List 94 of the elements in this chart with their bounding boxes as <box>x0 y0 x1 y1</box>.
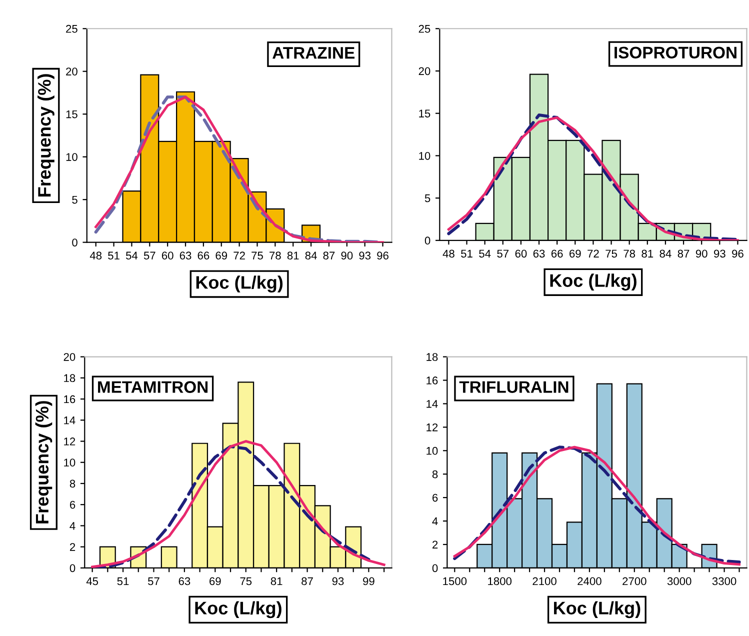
y-tick-label: 25 <box>66 24 78 33</box>
x-tick-label: 87 <box>302 577 313 586</box>
x-tick-label: 57 <box>497 250 509 258</box>
x-tick-label: 87 <box>323 252 335 260</box>
y-tick-label: 8 <box>70 480 76 488</box>
x-tick-label: 93 <box>359 252 371 260</box>
x-tick-label: 72 <box>588 250 599 258</box>
x-tick-label: 99 <box>363 577 374 586</box>
y-tick-label: 20 <box>64 353 76 361</box>
x-tick-label: 63 <box>180 252 192 260</box>
x-tick-label: 48 <box>442 250 454 258</box>
x-tick-label: 45 <box>86 577 98 586</box>
x-tick-label: 66 <box>198 252 210 260</box>
x-tick-label: 84 <box>660 250 672 258</box>
y-tick-label: 6 <box>432 494 438 502</box>
x-tick-label: 84 <box>305 252 317 260</box>
x-tick-label: 1500 <box>443 577 467 586</box>
x-tick-label: 90 <box>696 250 708 258</box>
x-tick-label: 3300 <box>712 577 736 586</box>
x-tick-label: 63 <box>178 577 190 586</box>
x-tick-label: 75 <box>240 577 252 586</box>
x-tick-label: 93 <box>714 250 726 258</box>
x-tick-label: 81 <box>270 577 282 586</box>
x-tick-label: 51 <box>117 577 129 586</box>
x-tick-label: 51 <box>108 252 120 260</box>
y-tick-label: 5 <box>72 196 78 204</box>
text: METAMITRON <box>98 381 208 393</box>
y-tick-label: 0 <box>72 238 78 246</box>
text: TRIFLURALIN <box>459 381 568 393</box>
y-tick-label: 5 <box>424 194 430 202</box>
x-tick-label: 93 <box>332 577 344 586</box>
y-tick-label: 14 <box>64 416 76 424</box>
x-tick-label: 54 <box>479 250 491 258</box>
y-tick-label: 20 <box>66 68 78 76</box>
x-tick-label: 48 <box>90 252 102 260</box>
x-axis-title: Koc (L/kg) <box>554 601 640 618</box>
y-axis-title: Frequency (%) <box>38 74 54 196</box>
x-tick-label: 72 <box>234 252 245 260</box>
x-tick-label: 60 <box>162 252 174 260</box>
y-tick-label: 20 <box>418 67 430 76</box>
y-tick-label: 15 <box>66 110 78 118</box>
x-tick-label: 57 <box>144 252 156 260</box>
x-tick-label: 69 <box>570 250 581 258</box>
y-tick-label: 14 <box>426 400 438 408</box>
x-tick-label: 96 <box>732 250 744 258</box>
y-tick-label: 18 <box>64 374 76 382</box>
y-tick-label: 10 <box>419 152 430 160</box>
x-tick-label: 57 <box>148 577 160 586</box>
x-tick-label: 1800 <box>488 577 512 586</box>
x-tick-label: 87 <box>678 250 690 258</box>
y-tick-label: 18 <box>426 353 438 361</box>
x-tick-label: 66 <box>551 250 563 258</box>
x-tick-label: 75 <box>252 252 263 260</box>
y-tick-label: 6 <box>70 500 76 509</box>
y-tick-label: 2 <box>70 543 76 551</box>
x-axis-title: Koc (L/kg) <box>195 601 282 618</box>
x-tick-label: 60 <box>515 250 527 258</box>
x-tick-label: 78 <box>270 252 281 260</box>
y-tick-label: 8 <box>432 470 438 478</box>
y-tick-label: 10 <box>64 458 76 467</box>
y-tick-label: 15 <box>419 110 430 118</box>
text: ISOPROTURON <box>614 46 736 59</box>
y-tick-label: 16 <box>64 395 76 404</box>
x-tick-label: 2400 <box>578 577 602 586</box>
x-tick-label: 81 <box>642 250 654 258</box>
x-tick-label: 63 <box>533 250 545 258</box>
y-tick-label: 25 <box>418 24 430 33</box>
y-tick-label: 0 <box>432 564 438 572</box>
x-tick-label: 78 <box>624 250 636 258</box>
x-axis-title: Koc (L/kg) <box>196 276 283 292</box>
y-tick-label: 0 <box>424 236 430 245</box>
x-tick-label: 96 <box>377 252 388 260</box>
x-tick-label: 81 <box>287 252 299 260</box>
y-tick-label: 16 <box>426 376 438 384</box>
x-tick-label: 54 <box>126 252 138 260</box>
x-tick-label: 69 <box>216 252 228 260</box>
y-tick-label: 4 <box>432 517 438 526</box>
x-tick-label: 90 <box>341 252 353 260</box>
y-tick-label: 10 <box>66 153 78 161</box>
x-tick-label: 2700 <box>622 577 646 586</box>
x-tick-label: 51 <box>461 250 472 258</box>
x-axis-title: Koc (L/kg) <box>550 274 636 291</box>
text: ATRAZINE <box>272 47 354 59</box>
y-tick-label: 10 <box>426 446 438 455</box>
y-tick-label: 12 <box>426 423 438 432</box>
y-tick-label: 4 <box>70 522 76 530</box>
x-tick-label: 69 <box>210 577 221 586</box>
y-tick-label: 12 <box>64 438 76 446</box>
x-tick-label: 75 <box>606 250 617 258</box>
y-tick-label: 0 <box>70 564 76 572</box>
y-tick-label: 2 <box>432 540 438 549</box>
x-tick-label: 3000 <box>667 577 692 586</box>
y-axis-title: Frequency (%) <box>35 401 52 524</box>
x-tick-label: 2100 <box>532 577 556 586</box>
